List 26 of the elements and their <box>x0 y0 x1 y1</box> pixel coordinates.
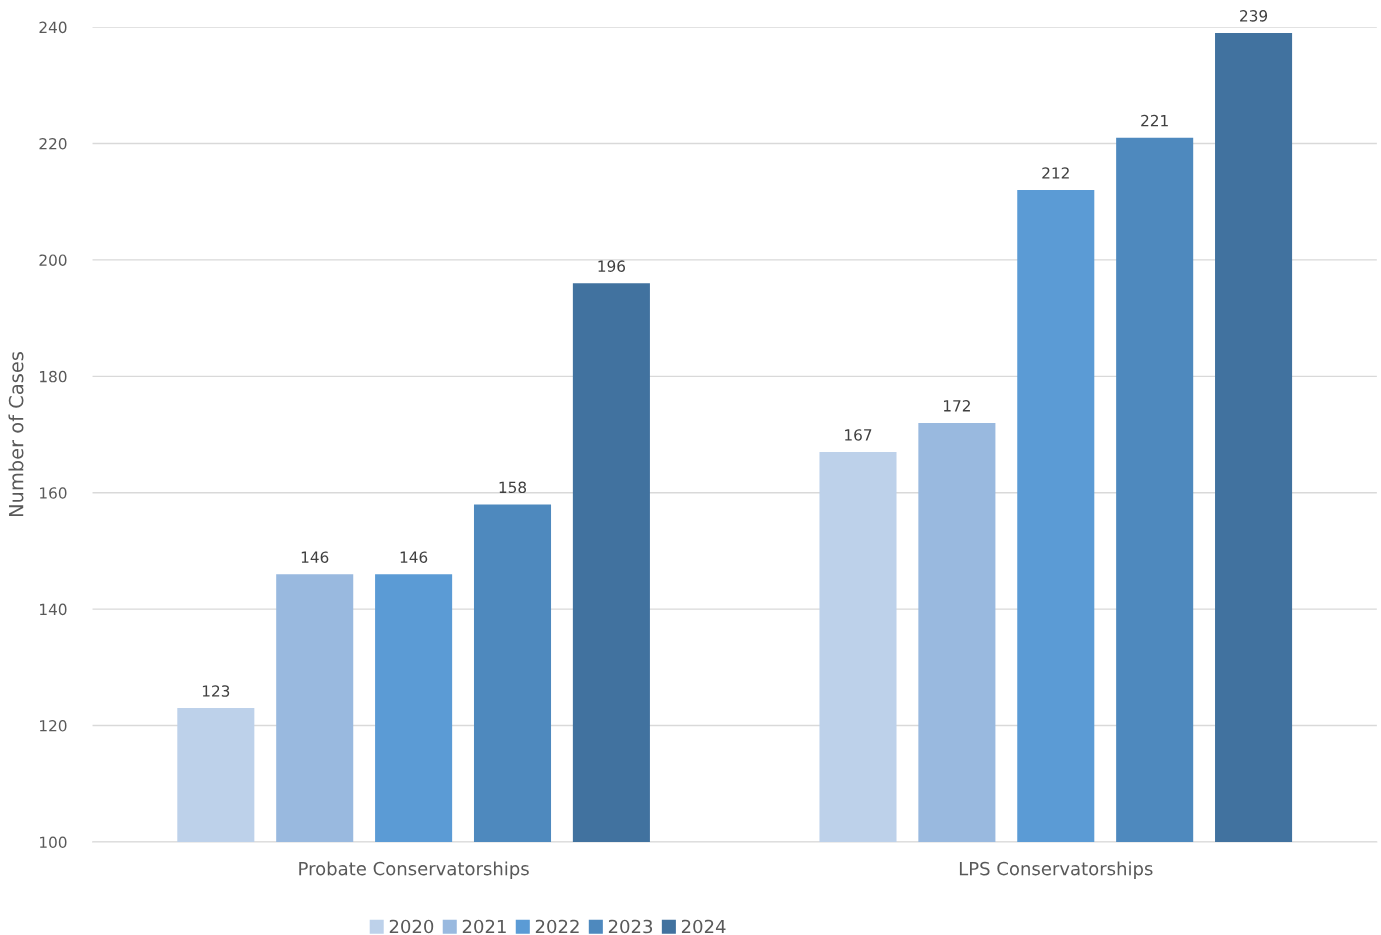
x-tick-label: LPS Conservatorships <box>959 861 1153 879</box>
data-label: 158 <box>499 481 527 494</box>
y-tick-label: 100 <box>40 836 67 848</box>
data-label: 123 <box>202 685 230 697</box>
data-label: 196 <box>598 260 626 272</box>
data-label: 221 <box>1141 114 1168 127</box>
data-label: 146 <box>301 551 329 563</box>
data-label: 167 <box>845 429 872 441</box>
legend-label: 2021 <box>462 919 506 934</box>
y-axis-title: Number of Cases <box>8 352 24 517</box>
data-label: 212 <box>1042 167 1069 179</box>
legend-label: 2020 <box>389 919 434 934</box>
y-tick-label: 140 <box>40 603 67 616</box>
data-label: 239 <box>1240 10 1268 22</box>
data-label: 172 <box>943 400 970 412</box>
y-tick-label: 220 <box>39 137 67 150</box>
y-tick-label: 120 <box>40 720 67 732</box>
y-tick-label: 200 <box>39 254 67 266</box>
legend-label: 2023 <box>608 919 653 934</box>
legend-label: 2024 <box>681 919 726 934</box>
y-tick-label: 180 <box>40 370 67 383</box>
y-tick-label: 160 <box>40 487 67 499</box>
y-tick-label: 240 <box>39 21 67 34</box>
legend-label: 2022 <box>535 919 579 934</box>
x-tick-label: Probate Conservatorships <box>299 861 529 879</box>
data-label: 146 <box>400 551 428 563</box>
